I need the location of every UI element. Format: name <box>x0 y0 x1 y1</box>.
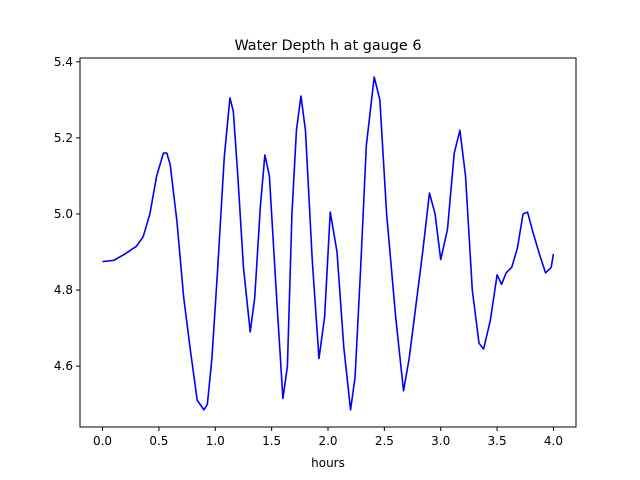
x-tick-label: 1.5 <box>262 434 281 448</box>
x-tick-label: 2.5 <box>375 434 394 448</box>
x-tick-label: 0.0 <box>93 434 112 448</box>
x-tick-label: 3.5 <box>488 434 507 448</box>
series-line-0 <box>102 76 555 411</box>
x-tick-label: 4.0 <box>544 434 563 448</box>
x-axis-title: hours <box>311 456 345 470</box>
y-tick-label: 5.4 <box>54 55 73 69</box>
y-tick-label: 5.0 <box>54 207 73 221</box>
plot-area: 0.0 0.5 1.0 1.5 2.0 2.5 3.0 3.5 4.0 4.6 4.8 5.0 5.2 5… <box>54 55 577 448</box>
x-tick-label: 0.5 <box>149 434 168 448</box>
y-tick-label: 4.6 <box>54 359 73 373</box>
y-tick-label: 5.2 <box>54 131 73 145</box>
x-tick-label: 2.0 <box>318 434 337 448</box>
y-tick-label: 4.8 <box>54 283 73 297</box>
chart-title: Water Depth h at gauge 6 <box>234 38 421 54</box>
x-tick-label: 3.0 <box>431 434 450 448</box>
x-tick-label: 1.0 <box>206 434 225 448</box>
